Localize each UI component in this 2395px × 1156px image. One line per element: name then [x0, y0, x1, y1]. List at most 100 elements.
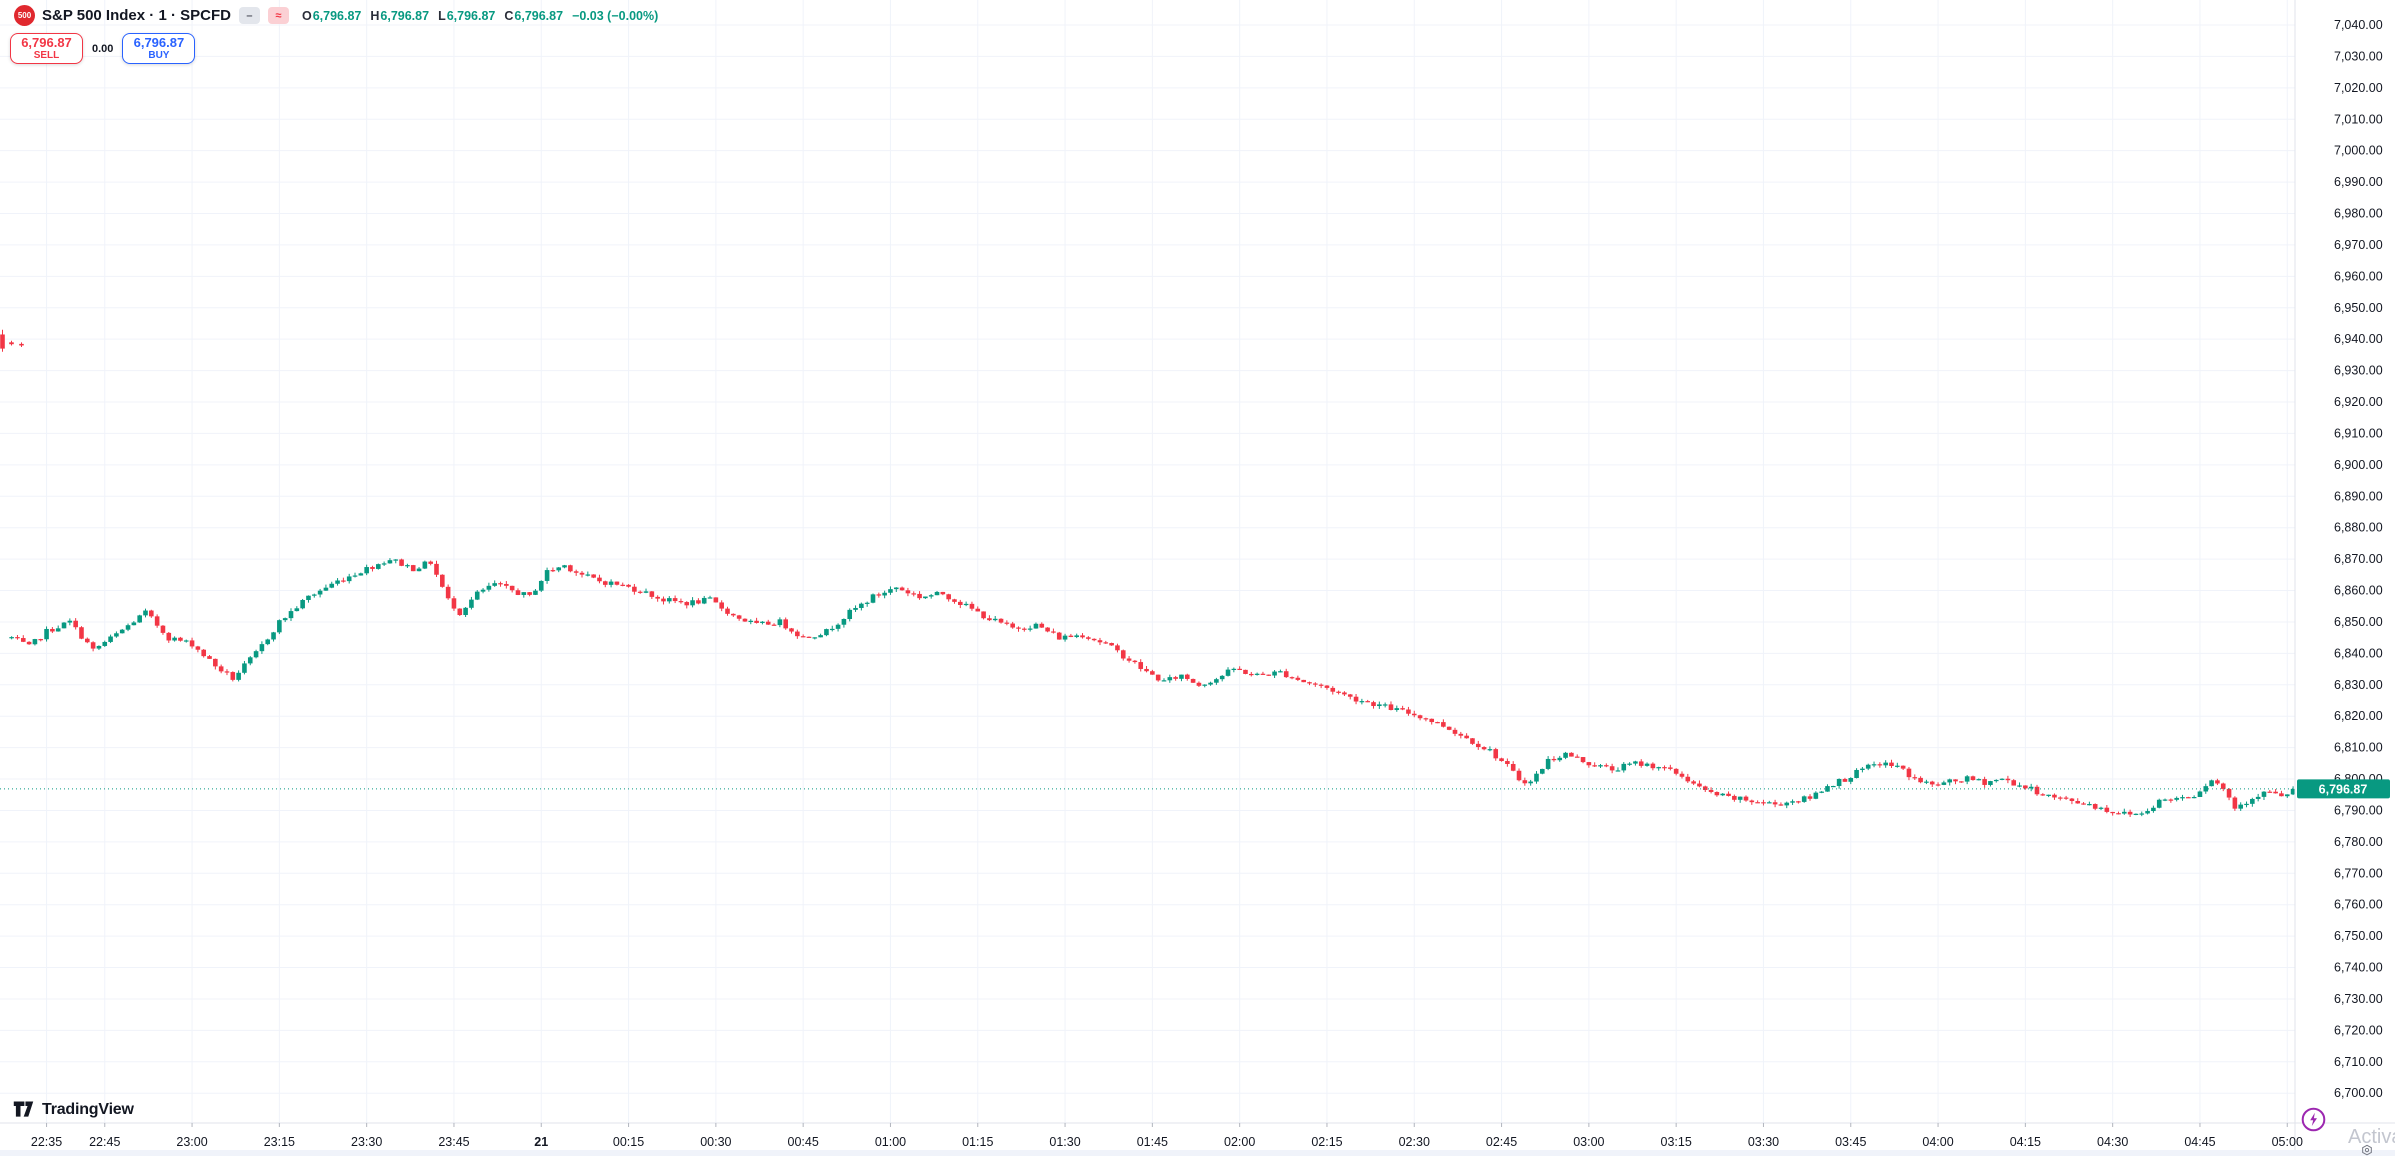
candle-body: [213, 658, 218, 667]
candle-body: [1691, 781, 1696, 784]
candle-body: [1231, 668, 1237, 671]
time-tick-label: 02:00: [1224, 1135, 1255, 1149]
candle-body: [1522, 780, 1528, 784]
candle-body: [149, 610, 154, 617]
candle-body: [480, 589, 486, 592]
candle-body: [1761, 802, 1766, 804]
candle-body: [1056, 632, 1062, 640]
candle-body: [2028, 786, 2034, 789]
candle-body: [1679, 773, 1685, 777]
candle-body: [562, 565, 567, 568]
candle-body: [73, 620, 78, 628]
candle-body: [1254, 673, 1260, 675]
candle-body: [1580, 757, 1586, 763]
candle-body: [2197, 791, 2203, 798]
buy-button[interactable]: 6,796.87 BUY: [122, 33, 196, 64]
price-tick-label: 6,710.00: [2334, 1055, 2383, 1069]
approx-equal-pill-icon[interactable]: ≈: [267, 7, 289, 24]
price-tick-label: 6,990.00: [2334, 175, 2383, 189]
candle-body: [445, 586, 451, 599]
candle-body: [637, 591, 643, 593]
candle-body: [160, 625, 166, 633]
candle-body: [1278, 671, 1283, 673]
candle-body: [928, 595, 934, 597]
candle-body: [812, 637, 818, 639]
candle-body: [1912, 777, 1918, 779]
candle-body: [1621, 763, 1627, 771]
candle-body: [1999, 778, 2005, 780]
tradingview-logo[interactable]: TradingView: [12, 1098, 134, 1121]
candle-body: [1540, 768, 1545, 774]
candle-body: [1720, 793, 1726, 796]
candle-body: [1714, 792, 1720, 796]
candle-body: [800, 636, 806, 638]
sell-price: 6,796.87: [21, 34, 72, 50]
candle-body: [2063, 797, 2069, 799]
candle-body: [2133, 813, 2139, 815]
candle-body: [1051, 631, 1056, 633]
candle-body: [1377, 704, 1382, 707]
candle-body: [2092, 804, 2098, 809]
candle-body: [1854, 769, 1859, 778]
time-tick-label: 23:45: [438, 1135, 469, 1149]
candle-body: [288, 611, 294, 619]
candle-body: [1481, 747, 1487, 750]
candle-body: [317, 590, 323, 595]
candle-body: [1708, 789, 1714, 793]
gear-icon[interactable]: [2356, 1144, 2378, 1156]
candle-body: [2209, 780, 2214, 787]
candle-body: [911, 593, 917, 595]
dash-pill-icon[interactable]: –: [238, 7, 260, 24]
candle-body: [2075, 801, 2081, 804]
price-tick-label: 6,840.00: [2334, 646, 2383, 660]
ohlc-readout: O6,796.87 H6,796.87 L6,796.87 C6,796.87 …: [302, 9, 658, 23]
candle-body: [1889, 762, 1894, 767]
symbol-title[interactable]: S&P 500 Index · 1 · SPCFD: [42, 7, 231, 24]
lightning-button[interactable]: [2301, 1107, 2326, 1132]
candle-body: [1190, 678, 1196, 683]
candle-body: [1475, 743, 1481, 748]
candle-body: [26, 641, 32, 645]
candle-body: [410, 565, 416, 572]
time-tick-label: 00:15: [613, 1135, 644, 1149]
candle-body: [2191, 797, 2197, 799]
candle-body: [1074, 635, 1079, 638]
candle-body: [1924, 781, 1929, 783]
candle-body: [859, 603, 864, 608]
candle-body: [2139, 813, 2145, 815]
time-tick-label: 23:15: [264, 1135, 295, 1149]
candle-body: [2156, 799, 2162, 808]
candle-body: [1330, 687, 1336, 692]
time-tick-label: 02:45: [1486, 1135, 1517, 1149]
candle-body: [498, 583, 503, 585]
candle-body: [1109, 642, 1114, 646]
candle-body: [277, 620, 282, 633]
candle-body: [1214, 679, 1219, 683]
candle-body: [1219, 675, 1225, 680]
symbol-legend: 500 S&P 500 Index · 1 · SPCFD – ≈ O6,796…: [14, 5, 658, 26]
candle-body: [183, 640, 189, 642]
candle-body: [2098, 807, 2104, 809]
candle-body: [2267, 791, 2273, 793]
candle-body: [678, 601, 684, 603]
candle-body: [352, 575, 358, 577]
candle-body: [50, 628, 55, 632]
candle-body: [917, 593, 922, 599]
price-tick-label: 6,880.00: [2334, 521, 2383, 535]
candle-body: [96, 645, 102, 649]
candle-body: [899, 587, 905, 591]
candle-body: [2238, 804, 2243, 809]
candle-body: [795, 631, 800, 637]
price-tick-label: 6,930.00: [2334, 364, 2383, 378]
price-axis[interactable]: 6,700.00 6,710.00 6,720.00 6,730.00 6,740.00…: [2334, 18, 2383, 1100]
time-axis[interactable]: 22:35 22:45 23:00 23:15 23:30 23:45 21 00:15 00:…: [31, 1123, 2303, 1149]
candle-body: [1662, 767, 1667, 769]
candle-body: [969, 603, 975, 609]
candle-body: [2261, 791, 2267, 797]
sell-button[interactable]: 6,796.87 SELL: [10, 33, 83, 64]
candle-body: [515, 590, 521, 595]
time-tick-label: 00:30: [700, 1135, 731, 1149]
candle-body: [1301, 679, 1306, 683]
candle-body: [364, 567, 369, 574]
